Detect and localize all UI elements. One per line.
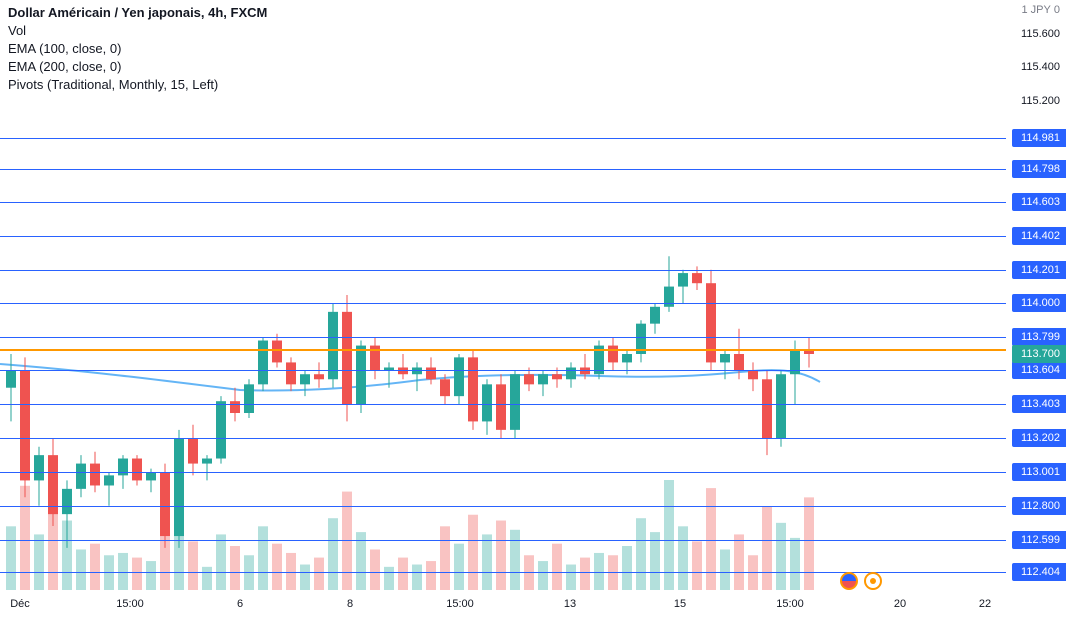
pivot-line <box>0 270 1006 271</box>
time-axis[interactable]: Déc 15:00 6 8 15:00 13 15 15:00 20 22 <box>0 590 1006 628</box>
pivot-price-tag: 114.603 <box>1012 193 1066 211</box>
pivot-line <box>0 540 1006 541</box>
time-tick-label: 15:00 <box>446 598 474 610</box>
pivot-price-tag: 113.001 <box>1012 463 1066 481</box>
ema200-line <box>0 349 1006 351</box>
pivot-line <box>0 303 1006 304</box>
price-axis[interactable]: 115.600 115.400 115.200 114.981 114.798 114.6… <box>1006 0 1066 590</box>
price-tick-label: 115.200 <box>1021 94 1066 108</box>
flag-icon[interactable] <box>840 572 858 590</box>
pivot-line <box>0 404 1006 405</box>
pivot-line <box>0 138 1006 139</box>
chart-header: Dollar Américain / Yen japonais, 4h, FXC… <box>8 4 267 94</box>
time-tick-label: 15:00 <box>116 598 144 610</box>
pivot-price-tag: 113.799 <box>1012 328 1066 346</box>
record-icon[interactable] <box>864 572 882 590</box>
pivot-line <box>0 472 1006 473</box>
time-tick-label: 20 <box>894 598 906 610</box>
pivot-price-tag: 113.403 <box>1012 395 1066 413</box>
price-tick-label: 115.600 <box>1021 27 1066 41</box>
pivot-line <box>0 506 1006 507</box>
indicator-pivots: Pivots (Traditional, Monthly, 15, Left) <box>8 76 267 94</box>
pivot-price-tag: 114.402 <box>1012 227 1066 245</box>
indicator-vol: Vol <box>8 22 267 40</box>
pivot-line <box>0 438 1006 439</box>
pivot-price-tag: 114.981 <box>1012 129 1066 147</box>
indicator-ema200: EMA (200, close, 0) <box>8 58 267 76</box>
pivot-line <box>0 337 1006 338</box>
pivot-price-tag: 113.604 <box>1012 361 1066 379</box>
pivot-price-tag: 114.798 <box>1012 160 1066 178</box>
pivot-line <box>0 370 1006 371</box>
pivot-price-tag: 113.202 <box>1012 429 1066 447</box>
time-tick-label: 8 <box>347 598 353 610</box>
pivot-price-tag: 112.800 <box>1012 497 1066 515</box>
pivot-line <box>0 169 1006 170</box>
time-tick-label: 6 <box>237 598 243 610</box>
indicator-ema100: EMA (100, close, 0) <box>8 40 267 58</box>
price-tick-label: 115.400 <box>1021 60 1066 74</box>
chart-footer-icons <box>840 572 882 590</box>
time-tick-label: 13 <box>564 598 576 610</box>
pivot-price-tag: 114.000 <box>1012 294 1066 312</box>
pivot-line <box>0 202 1006 203</box>
pivot-price-tag: 114.201 <box>1012 261 1066 279</box>
current-price-tag: 113.700 <box>1012 345 1066 363</box>
pivot-price-tag: 112.599 <box>1012 531 1066 549</box>
time-tick-label: 15 <box>674 598 686 610</box>
pivot-price-tag: 112.404 <box>1012 563 1066 581</box>
time-tick-label: 15:00 <box>776 598 804 610</box>
time-tick-label: 22 <box>979 598 991 610</box>
time-tick-label: Déc <box>10 598 30 610</box>
pivot-line <box>0 236 1006 237</box>
chart-title: Dollar Américain / Yen japonais, 4h, FXC… <box>8 4 267 22</box>
